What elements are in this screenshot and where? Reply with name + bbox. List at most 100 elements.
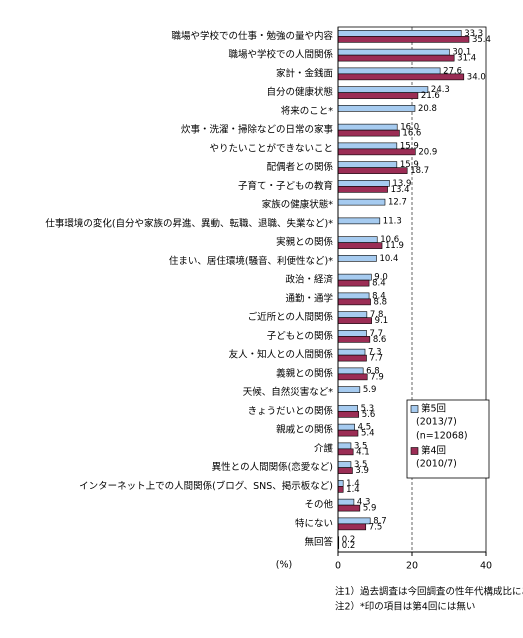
- y-tick-label: 特にない: [295, 517, 333, 529]
- y-tick-label: 自分の健康状態: [266, 86, 333, 98]
- bar: [337, 317, 372, 324]
- y-tick-label: 職場や学校での人間関係: [228, 49, 333, 61]
- y-tick-label: インターネット上での人間関係(ブログ、SNS、掲示板など): [79, 480, 333, 492]
- legend-label: (n=12068): [416, 431, 468, 442]
- bar: [337, 448, 354, 456]
- bar: [337, 105, 416, 112]
- y-tick-label: 職場や学校での仕事・勉強の量や内容: [171, 30, 333, 42]
- bar: [337, 142, 398, 150]
- plot-frame: [337, 26, 487, 553]
- value-label: 4.5: [358, 423, 372, 433]
- value-label: 7.3: [368, 348, 382, 358]
- value-label: 20.9: [418, 147, 437, 157]
- bar: [337, 73, 465, 81]
- bar: [337, 279, 370, 287]
- value-label: 15.9: [400, 160, 419, 170]
- bar: [337, 292, 370, 300]
- y-tick-label: 仕事環境の変化(自分や家族の昇進、異動、転職、退職、失業など)*: [45, 217, 333, 229]
- bar: [337, 411, 360, 418]
- value-label: 0.2: [342, 541, 356, 551]
- y-tick-label: 配偶者との関係: [267, 161, 334, 173]
- value-label: 5.9: [363, 504, 377, 514]
- bar: [337, 480, 344, 487]
- value-label: 13.9: [392, 179, 411, 189]
- y-tick-label: 子どもとの関係: [267, 331, 334, 342]
- value-label: 8.4: [372, 291, 386, 301]
- legend-box: [406, 399, 490, 479]
- bar: [337, 161, 398, 168]
- value-label: 16.6: [402, 129, 421, 139]
- bar: [337, 517, 371, 525]
- y-tick-label: 親戚との関係: [276, 424, 333, 436]
- value-label: 1.4: [346, 479, 360, 489]
- x-tick-label: 20: [406, 561, 418, 572]
- value-label: 31.4: [457, 54, 476, 64]
- value-label: 24.3: [431, 85, 450, 95]
- value-label: 13.4: [391, 185, 410, 195]
- bar: [337, 180, 390, 187]
- legend-label: (2013/7): [416, 417, 457, 428]
- value-label: 16.0: [400, 123, 419, 133]
- bar: [337, 354, 367, 362]
- value-label: 11.9: [385, 241, 404, 251]
- value-label: 8.8: [374, 297, 388, 307]
- y-tick-label: 義親との関係: [276, 367, 333, 379]
- bar: [337, 461, 352, 468]
- y-tick-label: 炊事・洗濯・掃除などの日常の家事: [181, 124, 334, 136]
- bar: [337, 523, 367, 531]
- value-label: 4.1: [356, 447, 370, 457]
- y-tick-label: 将来のこと*: [281, 106, 334, 117]
- value-label: 20.8: [418, 104, 437, 114]
- bar: [337, 498, 355, 506]
- value-label: 33.3: [464, 29, 483, 39]
- bar: [337, 330, 367, 337]
- bar: [337, 348, 366, 356]
- value-label: 7.8: [370, 310, 384, 320]
- value-label: 30.1: [452, 48, 471, 58]
- bar: [337, 236, 378, 243]
- value-label: 11.3: [383, 216, 402, 226]
- value-label: 15.9: [400, 141, 419, 151]
- bar: [337, 242, 383, 249]
- value-label: 8.4: [372, 279, 386, 289]
- bar: [337, 504, 361, 512]
- y-tick-label: 子育て・子どもの教育: [238, 180, 333, 192]
- bar: [337, 30, 462, 37]
- bar: [337, 405, 358, 412]
- value-label: 1.4: [346, 485, 360, 495]
- y-tick-label: 友人・知人との人間関係: [229, 349, 334, 361]
- bar: [337, 273, 372, 281]
- bar: [337, 92, 419, 99]
- bar: [337, 67, 441, 75]
- value-label: 9.1: [375, 316, 389, 326]
- bar: [337, 423, 355, 431]
- bar: [337, 167, 408, 174]
- y-tick-label: 天候、自然災害など*: [243, 386, 334, 398]
- legend-label: 第5回: [421, 403, 446, 415]
- y-tick-label: 家計・金銭面: [276, 67, 333, 79]
- value-label: 21.6: [421, 91, 440, 101]
- bar: [337, 186, 388, 193]
- value-label: 5.4: [361, 429, 375, 439]
- value-label: 34.0: [467, 72, 486, 82]
- bar: [337, 336, 371, 343]
- y-tick-label: 住まい、居住環境(騒音、利便性など)*: [169, 255, 333, 267]
- value-label: 5.6: [362, 410, 376, 420]
- value-label: 12.7: [388, 198, 407, 208]
- value-label: 18.7: [410, 166, 429, 176]
- bar: [337, 367, 364, 375]
- bar: [337, 429, 359, 437]
- bar: [337, 442, 352, 450]
- bar: [337, 311, 368, 318]
- bar: [337, 467, 353, 474]
- bar: [337, 298, 371, 306]
- value-label: 10.4: [379, 254, 398, 264]
- y-tick-label: ご近所との人間関係: [248, 311, 334, 323]
- y-tick-label: きょうだいとの関係: [248, 406, 334, 417]
- x-axis-label: (%): [276, 560, 292, 571]
- value-label: 8.6: [373, 335, 387, 345]
- legend-label: 第4回: [421, 445, 446, 457]
- x-tick-label: 0: [335, 561, 341, 572]
- x-tick-label: 40: [480, 561, 492, 572]
